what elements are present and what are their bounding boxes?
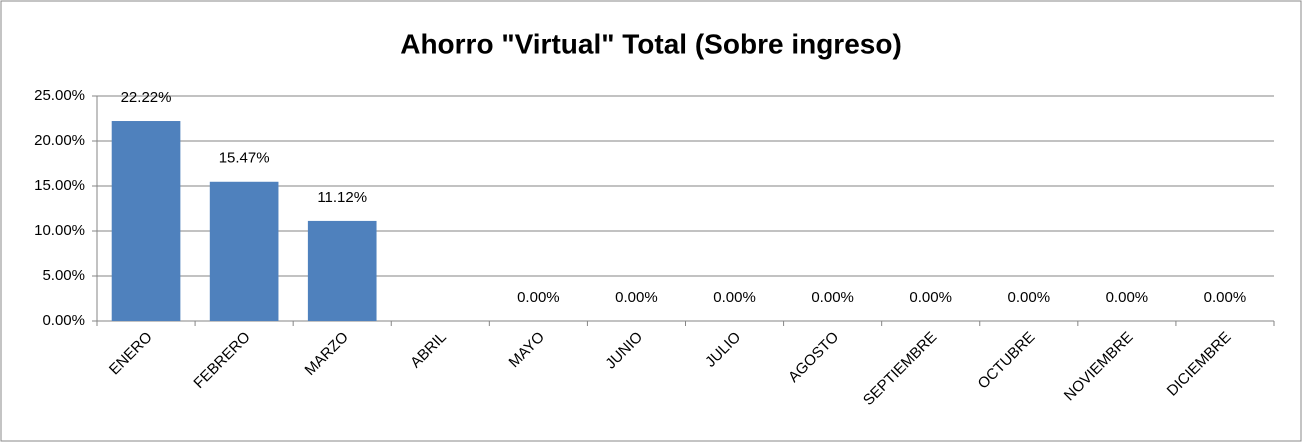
bar (111, 121, 181, 322)
y-tick-label: 25.00% (34, 87, 85, 104)
data-label: 0.00% (1204, 289, 1247, 306)
data-label: 0.00% (1106, 289, 1149, 306)
data-label: 0.00% (811, 289, 854, 306)
bar (307, 220, 377, 321)
data-label: 0.00% (713, 289, 756, 306)
data-label: 0.00% (615, 289, 658, 306)
y-tick-label: 10.00% (34, 222, 85, 239)
bar (209, 181, 279, 321)
chart-title: Ahorro "Virtual" Total (Sobre ingreso) (400, 28, 902, 59)
data-label: 22.22% (121, 89, 172, 106)
data-label: 0.00% (517, 289, 560, 306)
data-label: 0.00% (1008, 289, 1051, 306)
y-tick-label: 5.00% (42, 267, 85, 284)
y-tick-label: 20.00% (34, 132, 85, 149)
y-tick-label: 0.00% (42, 312, 85, 329)
y-tick-label: 15.00% (34, 177, 85, 194)
data-label: 15.47% (219, 150, 270, 167)
data-label: 11.12% (317, 189, 367, 206)
data-label: 0.00% (909, 289, 952, 306)
